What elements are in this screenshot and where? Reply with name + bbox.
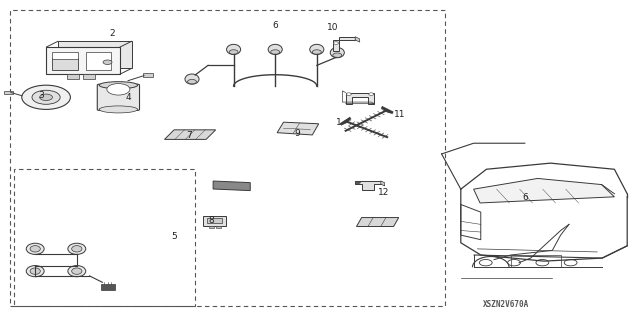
Text: 6: 6 bbox=[273, 21, 278, 30]
Ellipse shape bbox=[68, 265, 86, 277]
Circle shape bbox=[103, 60, 112, 64]
Ellipse shape bbox=[26, 265, 44, 277]
Polygon shape bbox=[355, 181, 381, 190]
Text: 8: 8 bbox=[209, 216, 214, 225]
Text: 2: 2 bbox=[109, 29, 115, 38]
Bar bbox=[86, 52, 111, 70]
Text: 3: 3 bbox=[39, 91, 44, 100]
Ellipse shape bbox=[185, 74, 199, 84]
Bar bbox=[209, 226, 214, 228]
Text: 5: 5 bbox=[172, 232, 177, 241]
Polygon shape bbox=[333, 37, 355, 51]
Text: 9: 9 bbox=[295, 130, 300, 138]
Ellipse shape bbox=[268, 44, 282, 55]
Text: 1: 1 bbox=[337, 118, 342, 127]
Bar bbox=[58, 41, 132, 68]
Ellipse shape bbox=[72, 246, 82, 252]
Bar bbox=[203, 216, 226, 226]
Bar bbox=[10, 10, 445, 306]
Ellipse shape bbox=[72, 268, 82, 274]
Ellipse shape bbox=[227, 44, 241, 55]
Text: 12: 12 bbox=[378, 189, 390, 197]
Polygon shape bbox=[356, 218, 399, 226]
Ellipse shape bbox=[30, 246, 40, 252]
Polygon shape bbox=[346, 93, 374, 104]
Polygon shape bbox=[381, 181, 385, 186]
Bar bbox=[511, 255, 561, 267]
Circle shape bbox=[346, 93, 351, 95]
Ellipse shape bbox=[310, 44, 324, 55]
FancyBboxPatch shape bbox=[97, 84, 140, 110]
Polygon shape bbox=[474, 178, 614, 203]
Polygon shape bbox=[101, 284, 115, 290]
Bar bbox=[67, 74, 79, 79]
Bar bbox=[216, 226, 221, 228]
Bar bbox=[52, 58, 79, 70]
Text: 7: 7 bbox=[186, 131, 191, 140]
Circle shape bbox=[333, 42, 339, 44]
Circle shape bbox=[22, 85, 70, 109]
Ellipse shape bbox=[99, 106, 138, 113]
Ellipse shape bbox=[312, 50, 321, 54]
Ellipse shape bbox=[271, 50, 280, 54]
Text: 4: 4 bbox=[125, 93, 131, 102]
Ellipse shape bbox=[330, 48, 344, 58]
Bar bbox=[83, 74, 95, 79]
Ellipse shape bbox=[229, 50, 238, 54]
Polygon shape bbox=[164, 130, 216, 139]
Circle shape bbox=[107, 84, 130, 95]
Ellipse shape bbox=[99, 82, 138, 89]
Bar bbox=[207, 218, 222, 223]
Ellipse shape bbox=[68, 243, 86, 255]
Polygon shape bbox=[213, 181, 250, 191]
Text: 10: 10 bbox=[327, 23, 339, 32]
Bar bbox=[47, 47, 120, 74]
Ellipse shape bbox=[26, 243, 44, 255]
Circle shape bbox=[40, 94, 52, 100]
Ellipse shape bbox=[333, 53, 342, 57]
Circle shape bbox=[355, 181, 360, 184]
Bar bbox=[4, 91, 13, 94]
Circle shape bbox=[32, 90, 60, 104]
Text: XSZN2V670A: XSZN2V670A bbox=[483, 300, 529, 309]
Polygon shape bbox=[277, 122, 319, 135]
Polygon shape bbox=[355, 37, 360, 42]
Text: 6: 6 bbox=[522, 193, 527, 202]
Circle shape bbox=[369, 93, 374, 95]
Text: 11: 11 bbox=[394, 110, 406, 119]
Ellipse shape bbox=[188, 79, 196, 84]
Bar bbox=[52, 52, 79, 59]
Bar bbox=[143, 73, 153, 77]
Ellipse shape bbox=[30, 268, 40, 274]
Bar bbox=[14, 169, 195, 306]
